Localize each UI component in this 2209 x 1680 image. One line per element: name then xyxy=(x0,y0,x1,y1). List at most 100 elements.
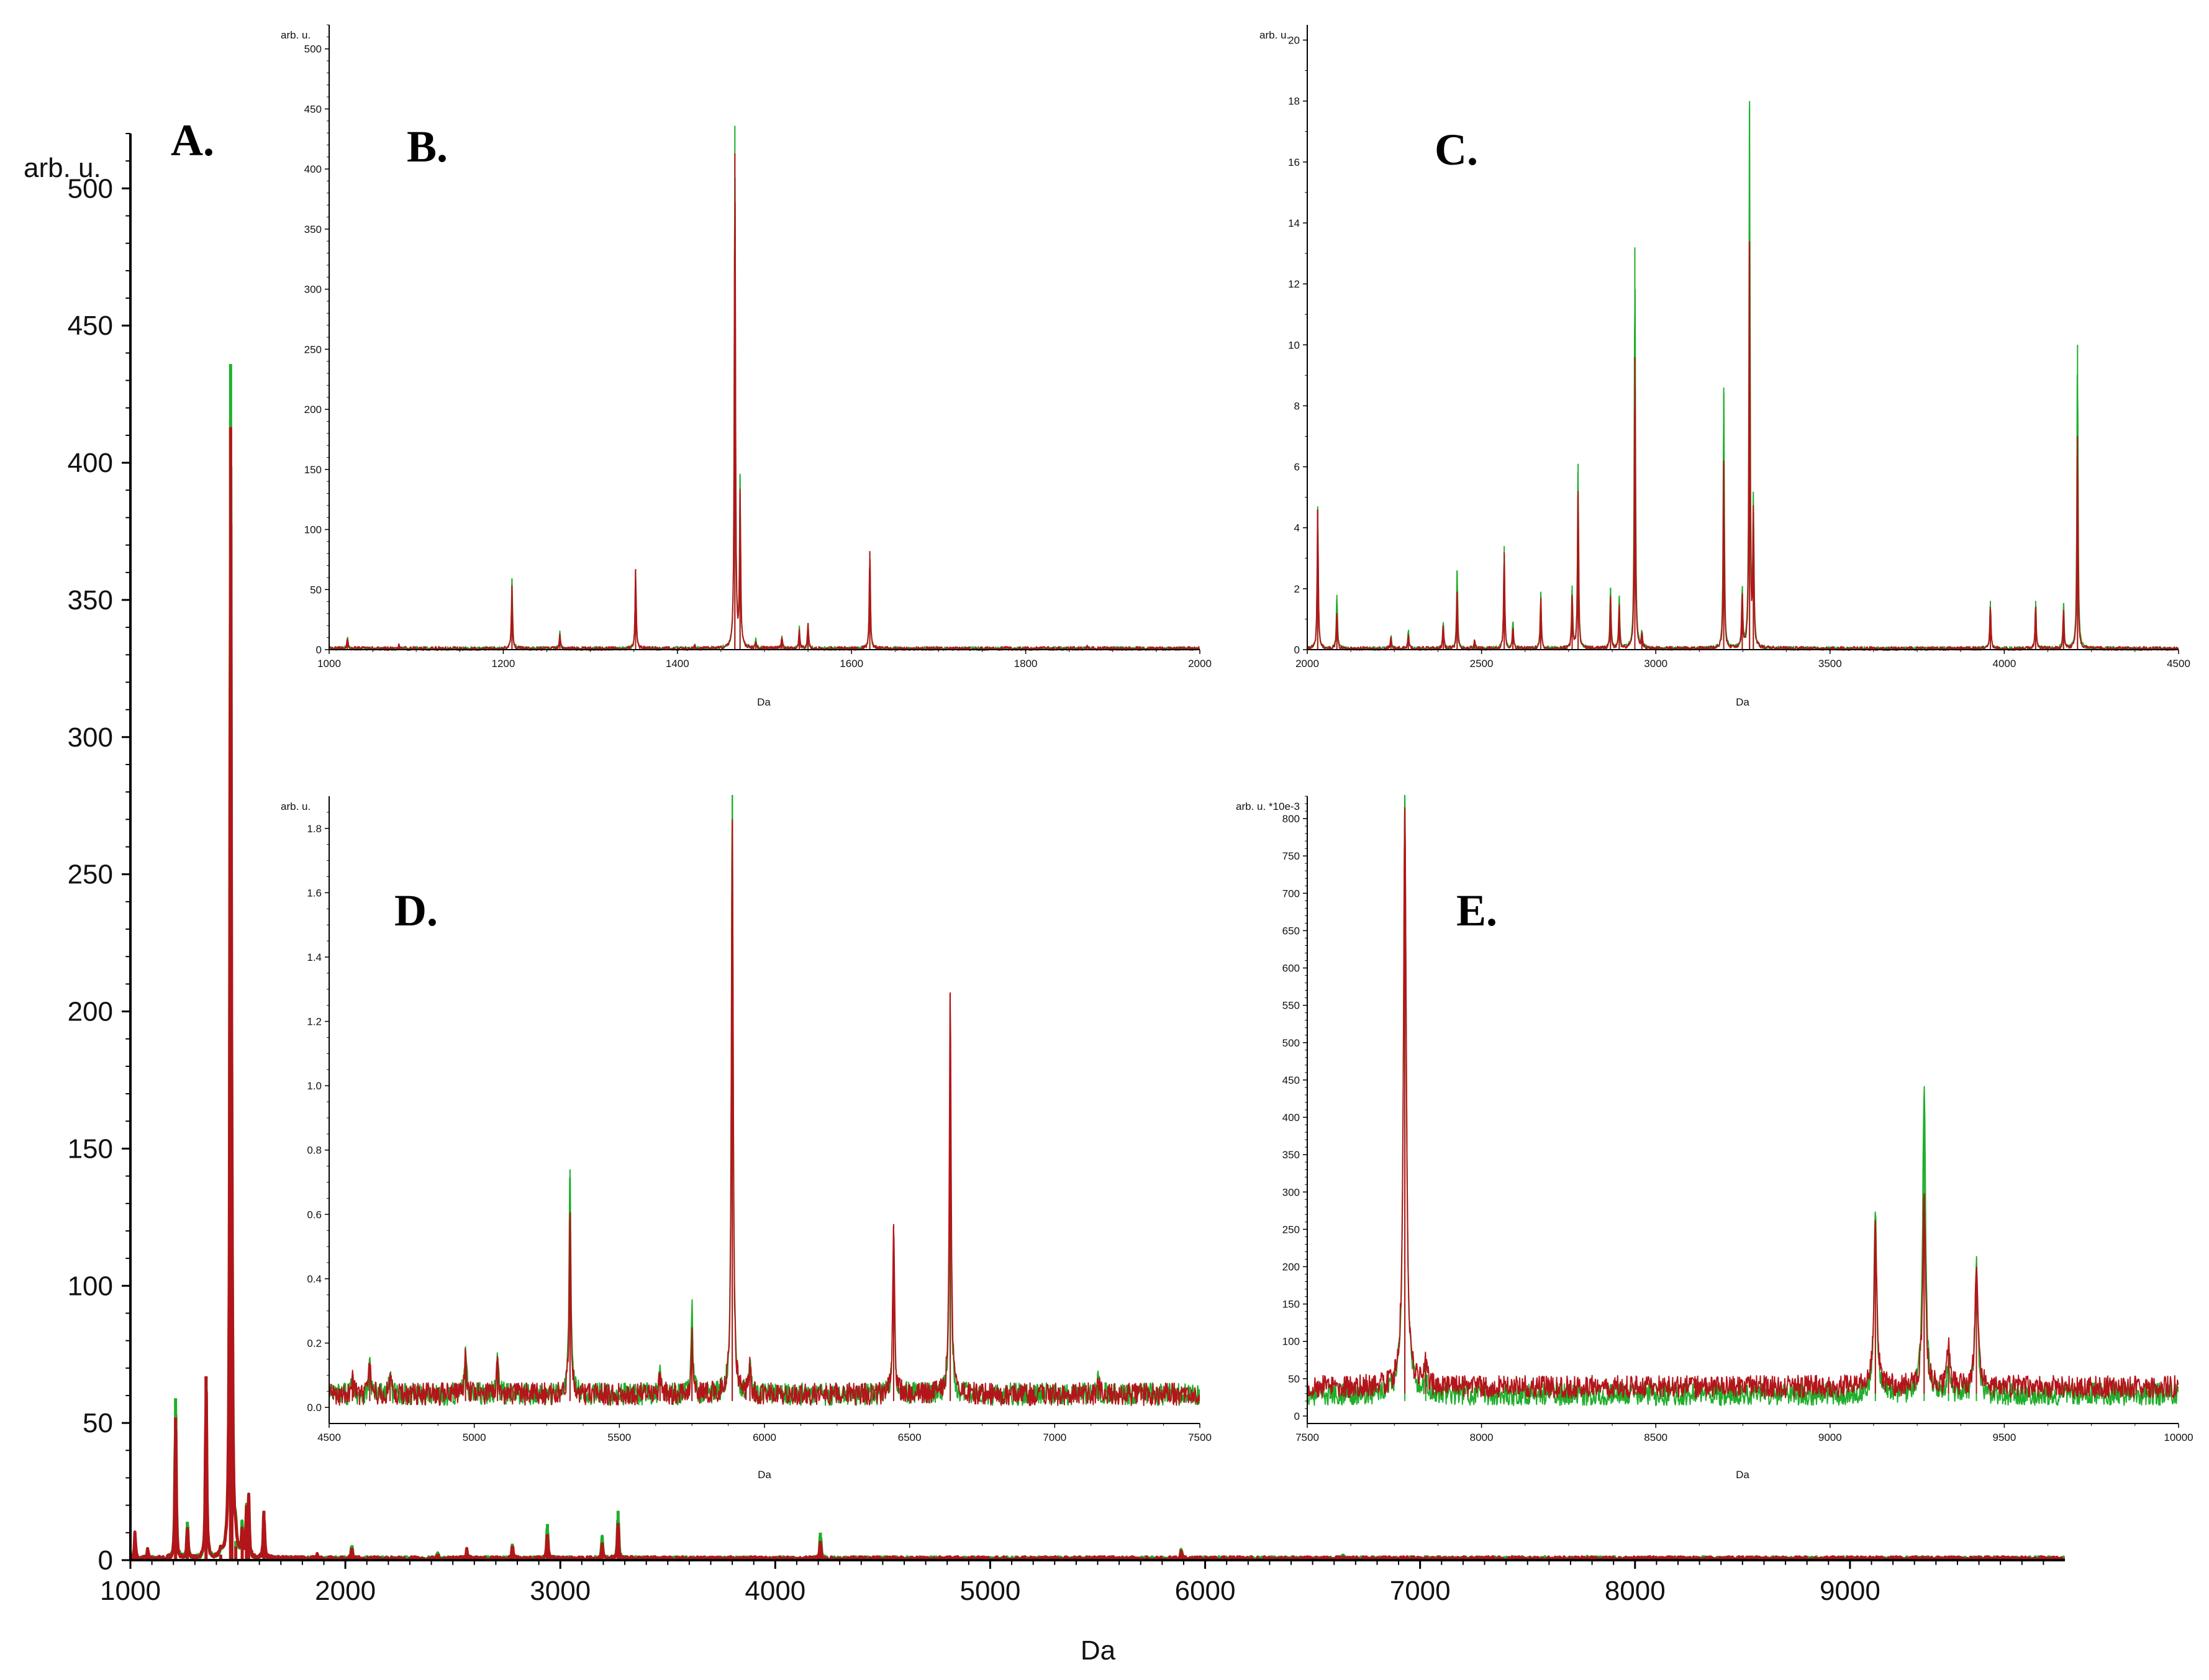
y-tick-label: 450 xyxy=(1282,1074,1300,1086)
y-axis-title: arb. u. *10e-3 xyxy=(1236,801,1300,812)
y-tick-label: 350 xyxy=(1282,1149,1300,1161)
y-tick-label: 250 xyxy=(68,860,113,890)
x-tick-label: 4500 xyxy=(317,1432,341,1443)
y-tick-label: 800 xyxy=(1282,813,1300,825)
y-tick-label: 300 xyxy=(1282,1186,1300,1198)
y-tick-label: 450 xyxy=(304,103,322,115)
y-tick-label: 400 xyxy=(68,448,113,478)
y-tick-label: 0.4 xyxy=(307,1273,322,1285)
series-group xyxy=(1307,795,2179,1407)
y-tick-label: 0.6 xyxy=(307,1209,322,1220)
y-tick-label: 500 xyxy=(68,173,113,204)
y-tick-label: 2 xyxy=(1294,583,1300,595)
x-tick-label: 2000 xyxy=(315,1576,376,1606)
series-line-2 xyxy=(1307,243,2179,651)
series-peaks-2 xyxy=(133,427,1590,1560)
x-tick-label: 7500 xyxy=(1295,1432,1319,1443)
y-tick-label: 200 xyxy=(1282,1261,1300,1273)
y-tick-label: 500 xyxy=(304,43,322,55)
y-tick-label: 0.8 xyxy=(307,1145,322,1156)
y-tick-label: 300 xyxy=(304,284,322,296)
x-tick-label: 10000 xyxy=(2164,1432,2193,1443)
x-tick-label: 7500 xyxy=(1188,1432,1212,1443)
y-axis-title: arb. u. xyxy=(281,801,311,812)
x-tick-label: 4500 xyxy=(2167,658,2190,670)
y-tick-label: 12 xyxy=(1288,278,1300,290)
x-tick-label: 4000 xyxy=(1992,658,2016,670)
y-tick-label: 500 xyxy=(1282,1037,1300,1049)
y-tick-label: 100 xyxy=(304,524,322,536)
x-tick-label: 9000 xyxy=(1820,1576,1880,1606)
x-tick-label: 5000 xyxy=(959,1576,1020,1606)
x-axis-title: Da xyxy=(1736,1469,1749,1481)
inset-background xyxy=(273,784,1212,1486)
panel-letter: C. xyxy=(1435,125,1478,175)
y-tick-label: 300 xyxy=(68,722,113,753)
x-axis-title: Da xyxy=(758,1469,771,1481)
inset-background xyxy=(1251,784,2191,1486)
y-tick-label: 18 xyxy=(1288,96,1300,107)
y-tick-label: 400 xyxy=(304,163,322,175)
x-tick-label: 3000 xyxy=(1644,658,1667,670)
x-tick-label: 2500 xyxy=(1470,658,1494,670)
y-tick-label: 14 xyxy=(1288,217,1300,229)
series-peaks-2 xyxy=(347,153,1087,650)
y-tick-label: 350 xyxy=(304,224,322,235)
y-tick-label: 4 xyxy=(1294,522,1300,534)
y-tick-label: 150 xyxy=(68,1133,113,1164)
x-tick-label: 8000 xyxy=(1605,1576,1666,1606)
y-tick-label: 150 xyxy=(304,464,322,476)
x-tick-label: 1800 xyxy=(1014,658,1038,670)
x-tick-label: 4000 xyxy=(745,1576,805,1606)
y-tick-label: 8 xyxy=(1294,400,1300,412)
x-tick-label: 6000 xyxy=(753,1432,776,1443)
y-tick-label: 250 xyxy=(304,343,322,355)
y-tick-label: 700 xyxy=(1282,888,1300,899)
series-peaks-2 xyxy=(1404,809,1977,1394)
y-tick-label: 0 xyxy=(98,1545,113,1576)
x-tick-label: 8000 xyxy=(1470,1432,1494,1443)
y-tick-label: 350 xyxy=(68,585,113,615)
y-tick-label: 1.4 xyxy=(307,951,322,963)
x-tick-label: 3000 xyxy=(530,1576,591,1606)
y-tick-label: 16 xyxy=(1288,157,1300,168)
inset-background xyxy=(1251,12,2191,712)
y-tick-label: 50 xyxy=(1288,1373,1300,1385)
x-tick-label: 5000 xyxy=(463,1432,486,1443)
x-tick-label: 1000 xyxy=(317,658,341,670)
panel-b: B. 0 50 100 150 200 250 300 350 400 450 500 1000 1200… xyxy=(273,12,1212,712)
x-axis-title: Da xyxy=(1081,1635,1116,1666)
panel-letter: B. xyxy=(407,122,448,171)
panel-d: D. 0.0 0.2 0.4 0.6 0.8 1.0 1.2 1.4 1.6 1.8 4500 5000… xyxy=(273,784,1212,1486)
x-tick-label: 6500 xyxy=(898,1432,922,1443)
panel-letter: D. xyxy=(394,886,438,935)
y-axis-title: arb. u. xyxy=(24,153,101,183)
y-tick-label: 100 xyxy=(1282,1336,1300,1348)
y-tick-label: 0 xyxy=(316,644,322,656)
y-tick-label: 0.0 xyxy=(307,1402,322,1414)
y-tick-label: 0 xyxy=(1294,644,1300,656)
y-tick-label: 450 xyxy=(68,311,113,341)
series-group xyxy=(1307,101,2179,651)
y-tick-label: 1.6 xyxy=(307,887,322,899)
x-tick-label: 9000 xyxy=(1818,1432,1842,1443)
y-tick-label: 100 xyxy=(68,1271,113,1301)
y-tick-label: 1.0 xyxy=(307,1080,322,1092)
x-tick-label: 7000 xyxy=(1390,1576,1451,1606)
y-tick-label: 400 xyxy=(1282,1112,1300,1124)
panel-e: E. 0 50 100 150 200 250 300 350 400 450 500 550 600 65… xyxy=(1236,784,2193,1486)
y-tick-label: 750 xyxy=(1282,850,1300,862)
series-line-2 xyxy=(1307,807,2179,1399)
x-tick-label: 1000 xyxy=(100,1576,161,1606)
y-tick-label: 250 xyxy=(1282,1224,1300,1235)
y-tick-label: 200 xyxy=(304,404,322,415)
y-tick-label: 0.2 xyxy=(307,1338,322,1350)
x-tick-label: 1600 xyxy=(840,658,863,670)
x-tick-label: 7000 xyxy=(1043,1432,1066,1443)
y-tick-label: 1.8 xyxy=(307,823,322,835)
x-tick-label: 5500 xyxy=(607,1432,631,1443)
y-tick-label: 650 xyxy=(1282,925,1300,937)
series-line-2 xyxy=(329,819,1200,1406)
